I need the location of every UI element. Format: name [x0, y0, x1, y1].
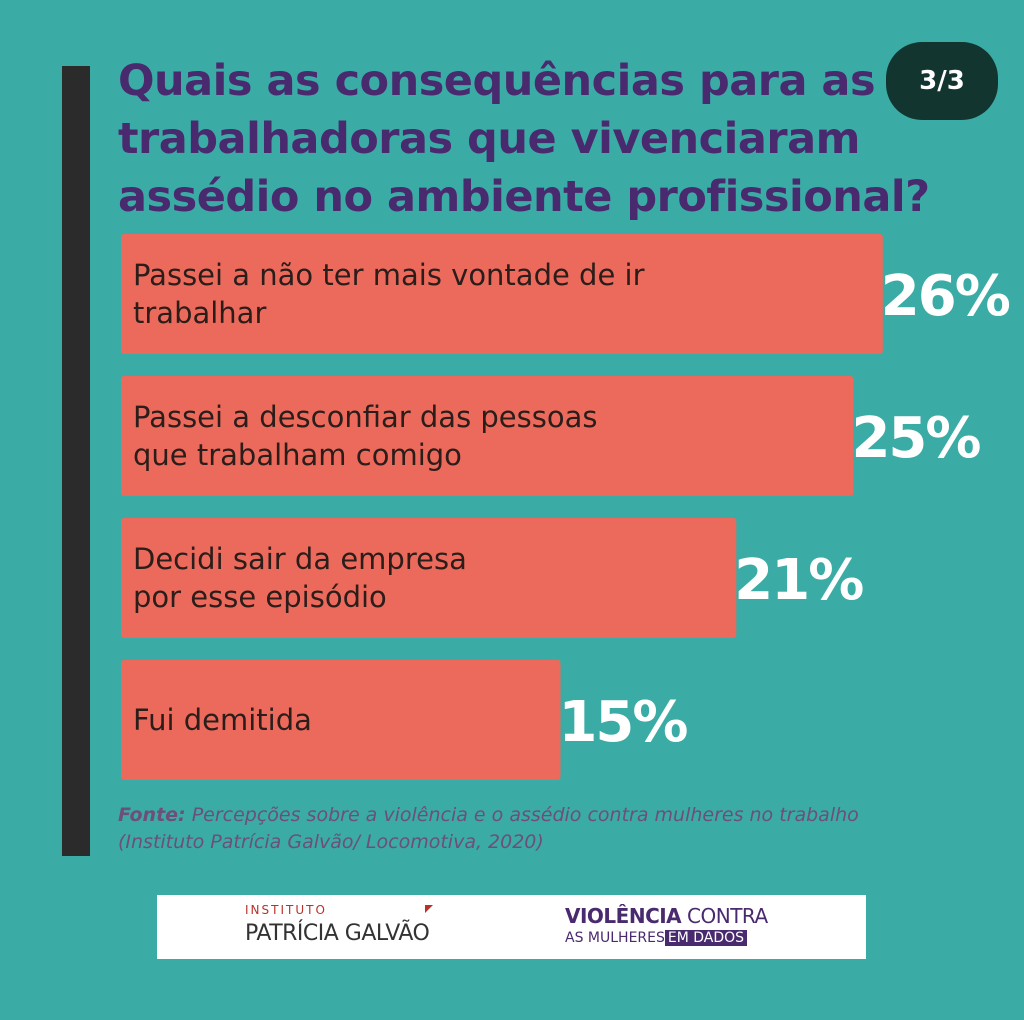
- bar-value-label: 26%: [881, 264, 1010, 329]
- bar-group: Decidi sair da empresa por esse episódio 2…: [121, 518, 865, 638]
- chart-title: Quais as consequências para as trabalhad…: [118, 56, 930, 222]
- bar: [121, 376, 854, 496]
- source-text: Percepções sobre a violência e o assédio…: [118, 804, 859, 853]
- vcm-logo-tag: EM DADOS: [664, 930, 748, 946]
- bar-group: Passei a não ter mais vontade de ir traba…: [121, 234, 1012, 354]
- violencia-contra-mulheres-logo: VIOLÊNCIA CONTRA AS MULHERES EM DADOS: [565, 904, 768, 946]
- bar-chart: Passei a não ter mais vontade de ir traba…: [121, 234, 1012, 780]
- bar: [121, 518, 737, 638]
- bar-label: Passei a não ter mais vontade de ir traba…: [133, 258, 645, 330]
- bar-value-label: 15%: [558, 690, 687, 755]
- logo-strip: INSTITUTO PATRÍCIA GALVÃO VIOLÊNCIA CONT…: [157, 895, 866, 959]
- ipg-logo-name: PATRÍCIA GALVÃO: [245, 921, 430, 946]
- vcm-logo-line2: AS MULHERES: [565, 930, 665, 946]
- bar-group: Passei a desconfiar das pessoas que traba…: [121, 376, 982, 496]
- left-accent-bar: [62, 66, 90, 856]
- bar: [121, 234, 883, 354]
- source-note: Fonte: Percepções sobre a violência e o …: [118, 802, 908, 856]
- source-label: Fonte:: [118, 804, 186, 826]
- bar-group: Fui demitida 15%: [121, 660, 689, 780]
- bar-value-label: 21%: [734, 548, 863, 613]
- vcm-logo-rest: CONTRA: [681, 904, 768, 928]
- instituto-patricia-galvao-logo: INSTITUTO PATRÍCIA GALVÃO: [245, 903, 433, 946]
- bar-label: Fui demitida: [133, 703, 312, 737]
- vcm-logo-strong: VIOLÊNCIA: [565, 904, 682, 928]
- ipg-mark-icon: [425, 905, 433, 913]
- bar-label: Decidi sair da empresa por esse episódio: [133, 542, 467, 614]
- bar-value-label: 25%: [851, 406, 980, 471]
- bar-label: Passei a desconfiar das pessoas que traba…: [133, 400, 597, 472]
- page-indicator[interactable]: 3/3: [886, 42, 998, 120]
- bar: [121, 660, 561, 780]
- ipg-logo-top: INSTITUTO: [245, 903, 327, 917]
